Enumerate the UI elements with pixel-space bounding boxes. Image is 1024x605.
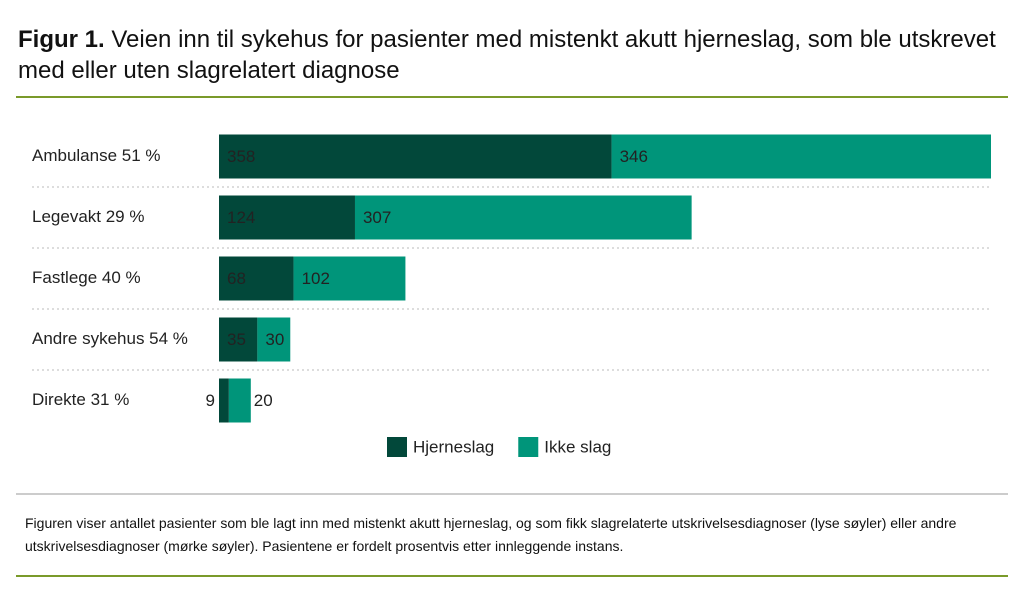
legend-swatch (387, 437, 407, 457)
category-label: Fastlege 40 % (32, 268, 141, 287)
category-label: Andre sykehus 54 % (32, 329, 188, 348)
bar-segment (219, 256, 294, 301)
bar-segment (219, 378, 229, 423)
bar-segment (257, 317, 291, 362)
legend-swatch (518, 437, 539, 457)
value-label: 20 (254, 391, 273, 410)
bar-segment (219, 195, 355, 240)
value-label: 9 (206, 391, 215, 410)
value-label: 358 (227, 147, 255, 166)
bar-segment (219, 317, 258, 362)
figure-label: Figur 1. (18, 26, 105, 53)
chart-title: Veien inn til sykehus for pasienter med … (18, 26, 996, 84)
category-label: Direkte 31 % (32, 390, 129, 409)
bar-segment (611, 134, 991, 179)
legend-label: Ikke slag (544, 437, 611, 456)
title-block: Figur 1. Veien inn til sykehus for pasie… (18, 24, 1008, 86)
value-label: 102 (302, 269, 330, 288)
bar-segment (354, 195, 692, 240)
value-label: 35 (227, 330, 246, 349)
value-label: 68 (227, 269, 246, 288)
value-label: 124 (227, 208, 255, 227)
category-label: Legevakt 29 % (32, 207, 144, 226)
category-label: Ambulanse 51 % (32, 146, 161, 165)
value-label: 30 (265, 330, 284, 349)
caption: Figuren viser antallet pasienter som ble… (25, 515, 957, 554)
bar-segment (228, 378, 251, 423)
value-label: 307 (363, 208, 391, 227)
bar-segment (219, 134, 612, 179)
value-label: 346 (620, 147, 648, 166)
bar-segment (293, 256, 406, 301)
legend-label: Hjerneslag (413, 437, 494, 456)
